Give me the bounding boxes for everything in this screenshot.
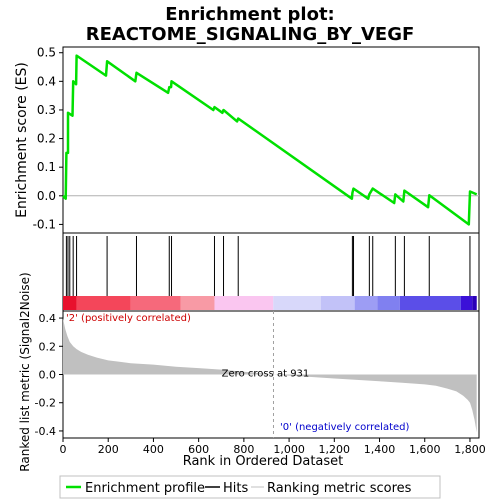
negative-correlation-label: '0' (negatively correlated) [280,422,409,433]
legend-label-hits: Hits [223,481,248,496]
x-axis-label: Rank in Ordered Dataset [183,454,344,469]
es-y-tick-label: 0.1 [37,160,56,174]
x-tick-label: 1,200 [319,443,351,456]
metric-y-tick-label: 0.2 [39,340,57,353]
x-tick-label: 200 [98,443,119,456]
metric-y-tick-label: -0.4 [35,425,56,438]
heat-segment [377,296,400,310]
heat-segment [76,296,131,310]
x-tick-label: 1,600 [409,443,441,456]
hits-panel [62,232,480,312]
heat-segment [399,296,461,310]
metric-y-tick-label: -0.2 [35,397,56,410]
heat-segment [63,296,77,310]
es-y-tick-label: -0.1 [33,217,56,231]
es-panel: -0.1 0.0 0.1 0.2 0.3 0.4 0.5 Enrichment score … [14,46,480,234]
x-tick-label: 1,000 [273,443,305,456]
es-y-tick-label: 0.5 [37,46,56,60]
legend: Enrichment profile Hits Ranking metric s… [59,475,441,499]
zero-cross-label: Zero cross at 931 [222,369,310,380]
heat-segment [320,296,355,310]
es-profile-line [62,54,478,226]
metric-y-axis-label: Ranked list metric (Signal2Noise) [18,272,32,471]
positive-correlation-label: '2' (positively correlated) [66,313,191,324]
chart-title-line2: REACTOME_SIGNALING_BY_VEGF [86,24,415,45]
ranking-metric-area [63,318,477,433]
legend-frame [59,475,441,499]
metric-y-tick-label: 0.0 [39,369,57,382]
x-tick-label: 600 [188,443,209,456]
x-tick-label: 800 [233,443,254,456]
heat-segment [130,296,181,310]
es-y-tick-label: 0.0 [37,189,56,203]
heat-segment [180,296,215,310]
heat-segment [354,296,378,310]
legend-label-ranking-metric: Ranking metric scores [267,481,412,496]
chart-title-line1: Enrichment plot: [165,4,335,25]
es-y-tick-label: 0.3 [37,103,56,117]
es-y-tick-label: 0.4 [37,74,56,88]
x-tick-label: 0 [60,443,67,456]
x-tick-label: 400 [143,443,164,456]
x-tick-label: 1,400 [364,443,396,456]
heat-segment [273,296,321,310]
metric-panel: -0.4 -0.2 0.0 0.2 0.4 0 200 400 600 800 1,000 1,20… [18,272,486,471]
heat-segment [460,296,473,310]
legend-label-enrichment-profile: Enrichment profile [85,481,205,496]
es-y-axis-label: Enrichment score (ES) [14,62,30,218]
es-y-tick-label: 0.2 [37,132,56,146]
heat-segment [472,296,477,310]
metric-y-tick-label: 0.4 [39,312,57,325]
heat-segment [214,296,274,310]
x-tick-label: 1,800 [454,443,486,456]
